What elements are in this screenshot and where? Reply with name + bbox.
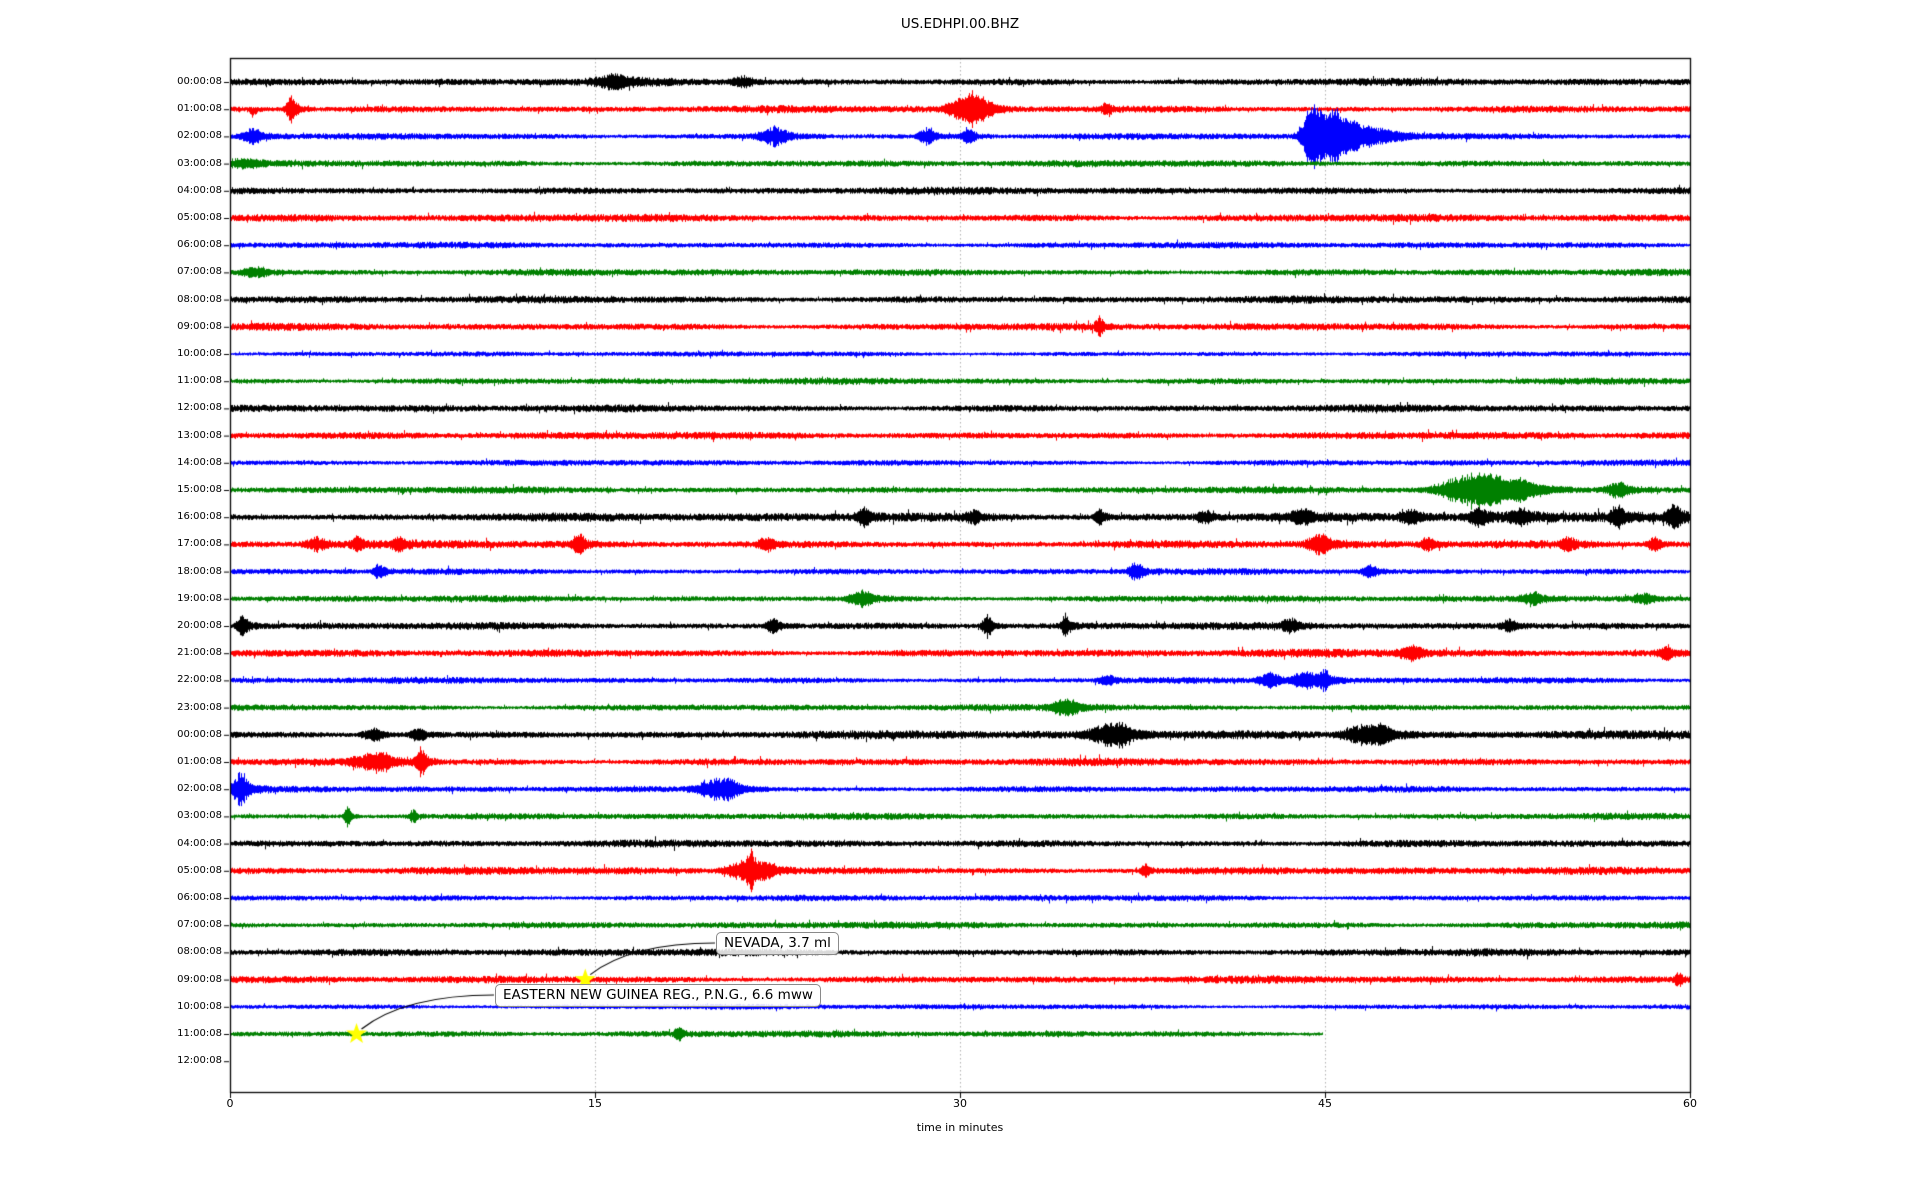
y-tick-label: 17:00:08 (177, 538, 222, 550)
y-tick-label: 08:00:08 (177, 293, 222, 305)
y-tick-label: 04:00:08 (177, 837, 222, 849)
annotation-new-guinea: EASTERN NEW GUINEA REG., P.N.G., 6.6 mww (495, 983, 821, 1007)
y-tick-label: 11:00:08 (177, 375, 222, 387)
y-tick-label: 03:00:08 (177, 810, 222, 822)
y-tick-label: 22:00:08 (177, 674, 222, 686)
y-tick-label: 16:00:08 (177, 511, 222, 523)
y-tick-label: 18:00:08 (177, 565, 222, 577)
page-title: US.EDHPI.00.BHZ (900, 16, 1020, 32)
y-tick-label: 05:00:08 (177, 212, 222, 223)
y-tick-label: 10:00:08 (177, 348, 222, 359)
y-tick-label: 21:00:08 (177, 647, 222, 659)
y-tick-label: 06:00:08 (177, 892, 222, 903)
y-tick-label: 03:00:08 (177, 157, 222, 169)
y-tick-label: 02:00:08 (177, 783, 222, 795)
y-tick-label: 07:00:08 (177, 266, 222, 278)
x-tick-label: 60 (1683, 1097, 1697, 1110)
x-tick-label: 15 (588, 1097, 602, 1110)
y-tick-label: 04:00:08 (177, 184, 222, 196)
y-tick-label: 00:00:08 (177, 728, 222, 740)
x-tick-label: 0 (226, 1097, 234, 1110)
y-tick-label: 09:00:08 (177, 320, 222, 332)
y-tick-label: 00:00:08 (177, 76, 222, 87)
y-tick-label: 19:00:08 (177, 592, 222, 604)
x-axis-title: time in minutes (916, 1121, 1004, 1134)
y-tick-label: 10:00:08 (177, 1000, 222, 1012)
y-tick-label: 14:00:08 (177, 456, 222, 468)
y-tick-label: 15:00:08 (177, 484, 222, 495)
y-tick-label: 13:00:08 (177, 429, 222, 441)
x-tick-label: 30 (953, 1097, 967, 1110)
y-tick-label: 12:00:08 (177, 1055, 222, 1067)
y-tick-label: 06:00:08 (177, 239, 222, 251)
y-tick-label: 01:00:08 (177, 756, 222, 767)
annotation-nevada: NEVADA, 3.7 ml (716, 931, 839, 955)
y-tick-label: 12:00:08 (177, 402, 222, 414)
y-tick-label: 02:00:08 (177, 130, 222, 142)
y-tick-label: 05:00:08 (177, 864, 222, 876)
y-tick-label: 01:00:08 (177, 103, 222, 115)
y-tick-label: 07:00:08 (177, 919, 222, 931)
x-tick-label: 45 (1318, 1097, 1332, 1110)
y-tick-label: 11:00:08 (177, 1028, 222, 1039)
y-tick-label: 23:00:08 (177, 701, 222, 713)
y-tick-label: 09:00:08 (177, 973, 222, 985)
y-tick-label: 20:00:08 (177, 620, 222, 631)
y-tick-label: 08:00:08 (177, 946, 222, 958)
